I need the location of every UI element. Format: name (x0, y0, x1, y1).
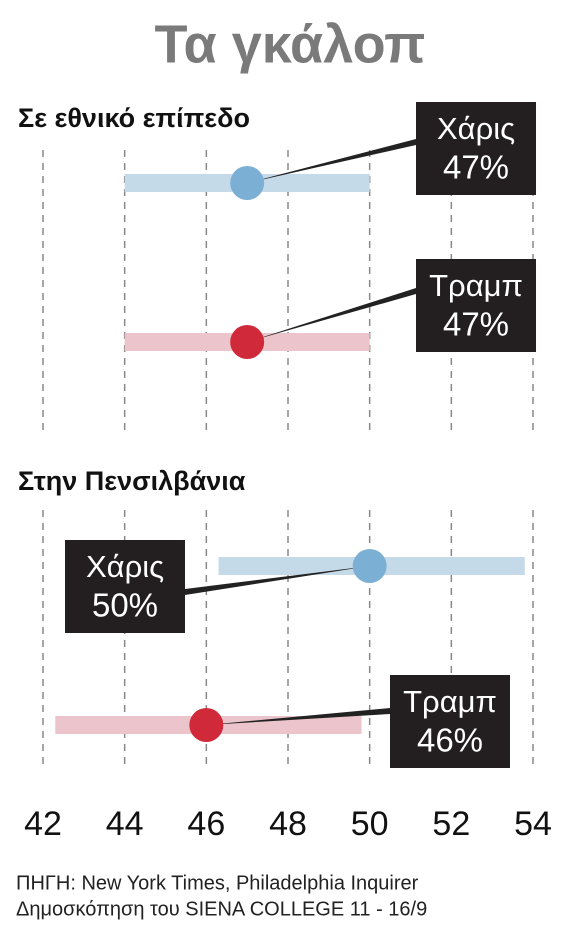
chart-title: Τα γκάλοπ (155, 14, 426, 74)
label-box (65, 540, 185, 633)
series-name: Τραμπ (429, 268, 523, 303)
value-label: 50% (92, 587, 158, 624)
value-label: 46% (417, 722, 483, 759)
dot (230, 166, 265, 200)
dot (352, 549, 387, 583)
x-tick-label: 50 (351, 805, 389, 843)
x-tick-label: 52 (432, 805, 470, 843)
label-box (416, 259, 536, 352)
leader-line (247, 139, 416, 183)
x-tick-label: 44 (106, 805, 144, 843)
leader-line (185, 566, 370, 595)
dot (230, 325, 265, 359)
panel-subtitle: Σε εθνικό επίπεδο (18, 103, 250, 133)
source-line: ΠΗΓΗ: New York Times, Philadelphia Inqui… (16, 872, 419, 894)
dot (189, 708, 224, 742)
label-box (390, 675, 510, 768)
x-tick-label: 48 (269, 805, 307, 843)
panel-subtitle: Στην Πενσιλβάνια (18, 466, 246, 496)
source-line: Δημοσκόπηση του SIENA COLLEGE 11 - 16/9 (16, 898, 427, 920)
value-label: 47% (443, 306, 509, 343)
leader-line (206, 708, 390, 725)
leader-line (247, 288, 416, 342)
x-tick-label: 46 (187, 805, 225, 843)
series-name: Χάρις (437, 111, 515, 146)
series-name: Χάρις (86, 549, 164, 584)
label-box (416, 102, 536, 195)
value-label: 47% (443, 149, 509, 186)
x-tick-label: 54 (514, 805, 552, 843)
series-name: Τραμπ (403, 684, 497, 719)
x-tick-label: 42 (24, 805, 62, 843)
